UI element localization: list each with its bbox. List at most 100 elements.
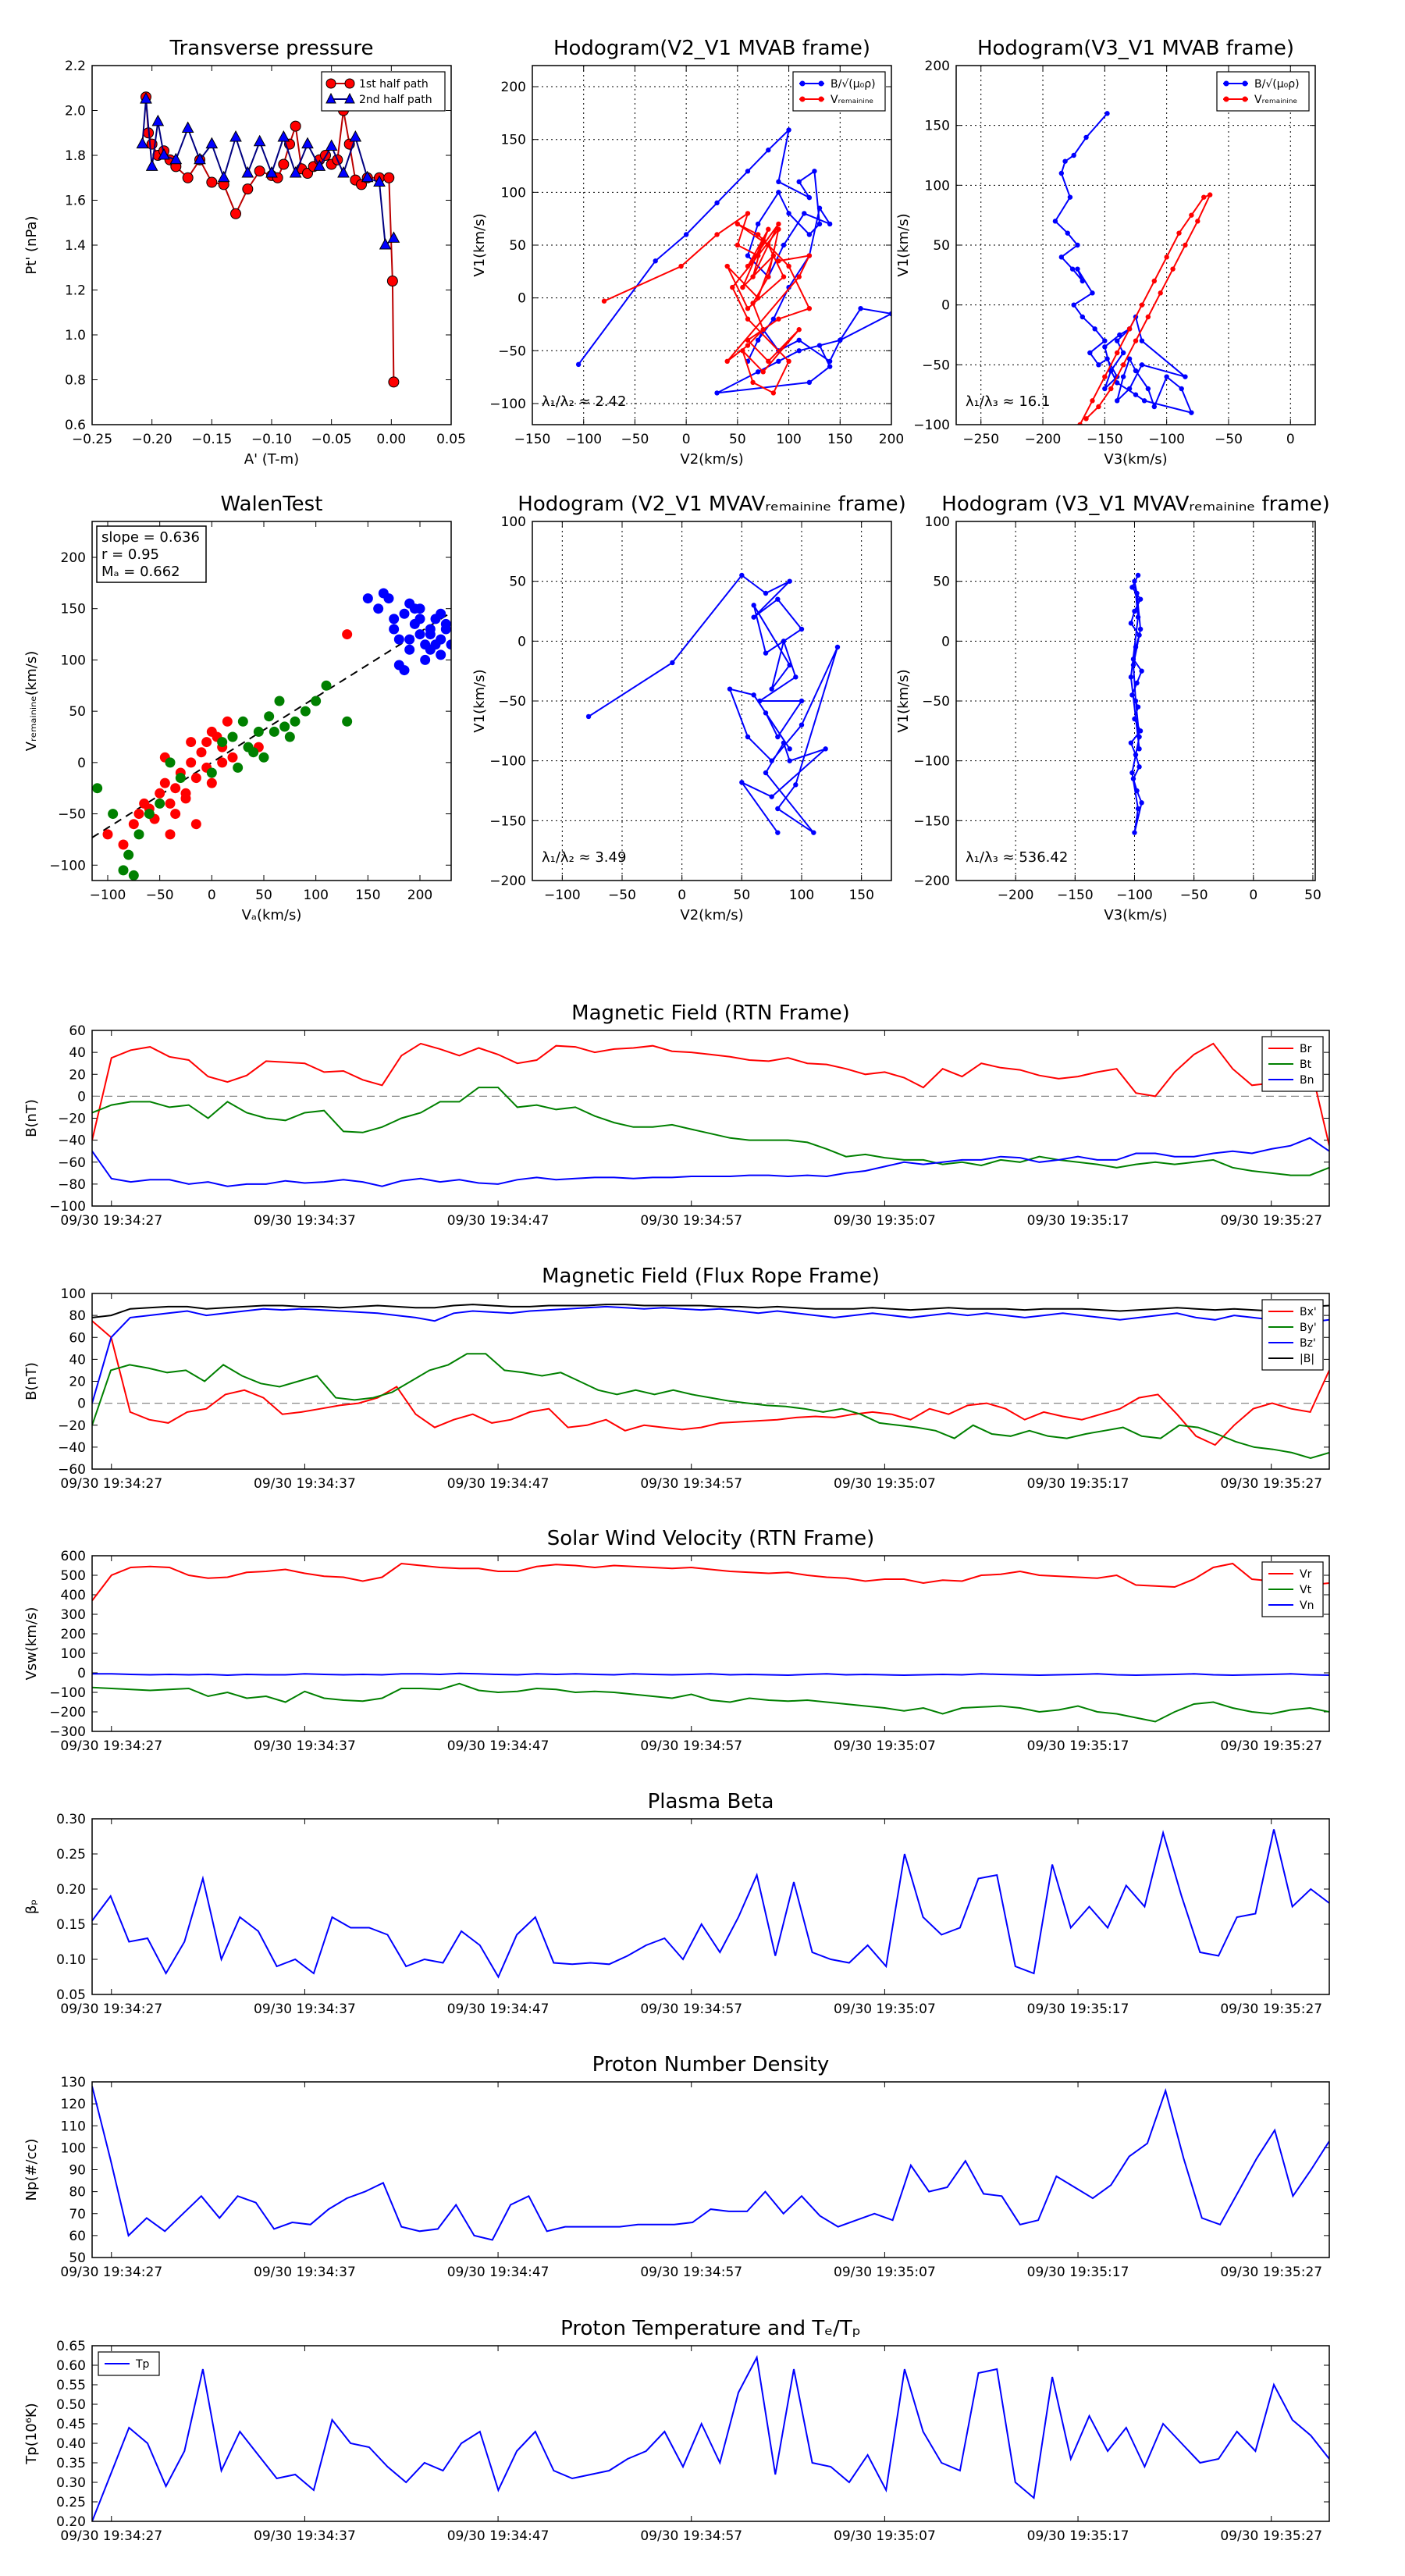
plasma-beta-ytick-label: 0.05 <box>56 1987 86 2003</box>
hodogram-v2v1-mvav-ylabel: V1(km/s) <box>471 669 488 732</box>
transverse-pressure-series-1-point <box>277 130 290 142</box>
hodogram-v3v1-mvab-series-0-line <box>1054 112 1193 415</box>
hodogram-v2v1-mvab-series-1-point <box>724 263 730 269</box>
transverse-pressure-ytick-label: 1.0 <box>65 328 86 343</box>
hodogram-v3v1-mvab-series-0-point <box>1052 219 1058 224</box>
walen-test-ytick-label: 100 <box>61 653 86 668</box>
transverse-pressure-xtick-label: −0.20 <box>132 432 173 447</box>
walen-test-series-0-point <box>201 737 212 748</box>
hodogram-v3v1-mvab-xtick-label: −150 <box>1087 432 1123 447</box>
hodogram-v3v1-mvab-series-0-point <box>1102 386 1108 392</box>
solar-wind-velocity-ytick-label: 0 <box>77 1666 86 1681</box>
hodogram-v2v1-mvav-ytick-label: −50 <box>498 694 526 710</box>
walen-test-ytick-label: 150 <box>61 602 86 617</box>
hodogram-v3v1-mvab-series-0-point <box>1092 326 1097 332</box>
walen-test-series-2-point <box>373 603 384 614</box>
hodogram-v2v1-mvab-series-1-point <box>678 263 684 269</box>
transverse-pressure-ytick-label: 1.8 <box>65 148 86 164</box>
hodogram-v2v1-mvav-title: Hodogram (V2_V1 MVAVᵣₑₘₐᵢₙᵢₙₑ frame) <box>518 493 905 516</box>
magnetic-field-rtn-legend-label: Br <box>1300 1043 1312 1055</box>
transverse-pressure-series-1-point <box>301 137 314 149</box>
proton-temperature-data <box>92 2354 1329 2521</box>
hodogram-v2v1-mvab-data <box>575 127 891 396</box>
hodogram-v3v1-mvab-xlabel: V3(km/s) <box>1104 451 1167 468</box>
hodogram-v2v1-mvav-xtick-label: −50 <box>608 888 636 903</box>
hodogram-v2v1-mvab-series-0-point <box>888 311 891 317</box>
transverse-pressure-legend-label: 1st half path <box>359 78 429 91</box>
hodogram-v3v1-mvab-series-0-point <box>1183 374 1188 379</box>
hodogram-v3v1-mvav-series-0-point <box>1128 621 1134 626</box>
hodogram-v2v1-mvab-series-1-point <box>740 284 745 290</box>
proton-number-density-ytick-label: 120 <box>61 2097 86 2112</box>
magnetic-field-flux-rope-xtick-label: 09/30 19:34:37 <box>254 1476 356 1492</box>
magnetic-field-flux-rope-title: Magnetic Field (Flux Rope Frame) <box>542 1265 880 1288</box>
walen-test-series-2-point <box>414 629 425 640</box>
solar-wind-velocity-chart: Solar Wind Velocity (RTN Frame) 09/30 19:… <box>23 1527 1330 1754</box>
proton-number-density-title: Proton Number Density <box>592 2053 830 2076</box>
hodogram-v3v1-mvab-xtick-label: 0 <box>1286 432 1295 447</box>
transverse-pressure-chart: Transverse pressure −0.25 −0.20 −0.15 −0.10 −… <box>23 37 466 468</box>
plasma-beta-xtick-label: 09/30 19:34:47 <box>447 2001 550 2017</box>
transverse-pressure-xtick-label: −0.25 <box>72 432 112 447</box>
hodogram-v2v1-mvab-series-1-point <box>745 305 751 311</box>
hodogram-v2v1-mvab-series-1-point <box>740 348 745 354</box>
walen-test-series-0-point <box>196 747 207 758</box>
walen-test-series-2-point <box>399 665 410 676</box>
walen-test-series-1-point <box>128 870 139 881</box>
hodogram-v3v1-mvab-series-0-point <box>1115 338 1120 343</box>
hodogram-v3v1-mvav-data <box>1128 572 1144 835</box>
walen-test-series-1-point <box>253 726 264 737</box>
hodogram-v3v1-mvav-title: Hodogram (V3_V1 MVAVᵣₑₘₐᵢₙᵢₙₑ frame) <box>941 493 1329 516</box>
hodogram-v2v1-mvab-series-1-point <box>766 226 771 232</box>
transverse-pressure-series-1-point <box>289 165 302 178</box>
hodogram-v2v1-mvav-series-0-point <box>727 686 733 692</box>
hodogram-v3v1-mvab-series-0-point <box>1133 392 1139 397</box>
proton-number-density-ytick-label: 50 <box>69 2250 86 2266</box>
hodogram-v3v1-mvab-xtick-label: −250 <box>962 432 999 447</box>
proton-number-density-ytick-label: 70 <box>69 2207 86 2222</box>
magnetic-field-flux-rope-series-2-line <box>92 1305 1329 1404</box>
magnetic-field-flux-rope-ylabel: B(nT) <box>23 1362 40 1400</box>
hodogram-v2v1-mvab-series-1-point <box>786 263 791 269</box>
walen-test-series-1-point <box>342 716 353 727</box>
hodogram-v2v1-mvab-series-0-point <box>575 361 582 368</box>
walen-test-series-1-point <box>279 721 290 732</box>
hodogram-v2v1-mvab-series-0-line <box>578 127 891 394</box>
proton-number-density-series-0-line <box>92 2086 1329 2241</box>
solar-wind-velocity-title: Solar Wind Velocity (RTN Frame) <box>547 1527 874 1550</box>
hodogram-v2v1-mvab-title: Hodogram(V2_V1 MVAB frame) <box>553 37 870 60</box>
hodogram-v2v1-mvab-series-1-point <box>766 242 771 248</box>
hodogram-v2v1-mvab-series-0-point <box>781 242 787 248</box>
walen-test-series-1-point <box>108 809 119 820</box>
proton-number-density-ytick-label: 110 <box>61 2119 86 2134</box>
hodogram-v2v1-mvab-xtick-label: 150 <box>827 432 852 447</box>
walen-test-series-0-point <box>170 809 181 820</box>
walen-test-series-0-point <box>165 829 176 840</box>
proton-temperature-legend-label: Tp <box>135 2358 150 2371</box>
walen-test-series-1-point <box>92 783 103 794</box>
hodogram-v3v1-mvab-legend-marker <box>1242 96 1248 102</box>
hodogram-v2v1-mvab-ytick-label: −100 <box>489 397 526 412</box>
hodogram-v2v1-mvav-series-0-point <box>763 770 769 776</box>
solar-wind-velocity-xtick-label: 09/30 19:34:57 <box>640 1738 742 1754</box>
hodogram-v3v1-mvav-series-0-point <box>1134 680 1140 686</box>
proton-temperature-xtick-label: 09/30 19:34:57 <box>640 2528 742 2544</box>
hodogram-v2v1-mvab-legend-marker <box>818 96 824 102</box>
magnetic-field-flux-rope-ytick-label: −20 <box>58 1418 86 1434</box>
hodogram-v3v1-mvab-series-1-point <box>1096 404 1101 410</box>
solar-wind-velocity-xtick-label: 09/30 19:35:27 <box>1220 1738 1322 1754</box>
hodogram-v3v1-mvab-series-1-point <box>1090 398 1095 404</box>
proton-number-density-xtick-label: 09/30 19:34:57 <box>640 2265 742 2280</box>
hodogram-v3v1-mvav-ytick-label: −150 <box>913 813 950 829</box>
hodogram-v3v1-mvab-series-0-point <box>1102 338 1108 343</box>
hodogram-v3v1-mvab-series-0-point <box>1075 266 1080 272</box>
transverse-pressure-series-0-point <box>230 208 241 219</box>
walen-test-stats-line: slope = 0.636 <box>101 529 200 546</box>
plasma-beta-frame <box>91 1818 1330 1995</box>
hodogram-v2v1-mvav-series-0-point <box>799 626 805 632</box>
hodogram-v3v1-mvab-series-0-point <box>1067 194 1073 200</box>
plasma-beta-xtick-label: 09/30 19:34:27 <box>60 2001 162 2017</box>
hodogram-v3v1-mvab-legend-label: B/√(μ₀ρ) <box>1254 78 1300 91</box>
proton-temperature-ytick-label: 0.25 <box>56 2495 86 2510</box>
hodogram-v2v1-mvab-series-1-point <box>755 295 761 301</box>
